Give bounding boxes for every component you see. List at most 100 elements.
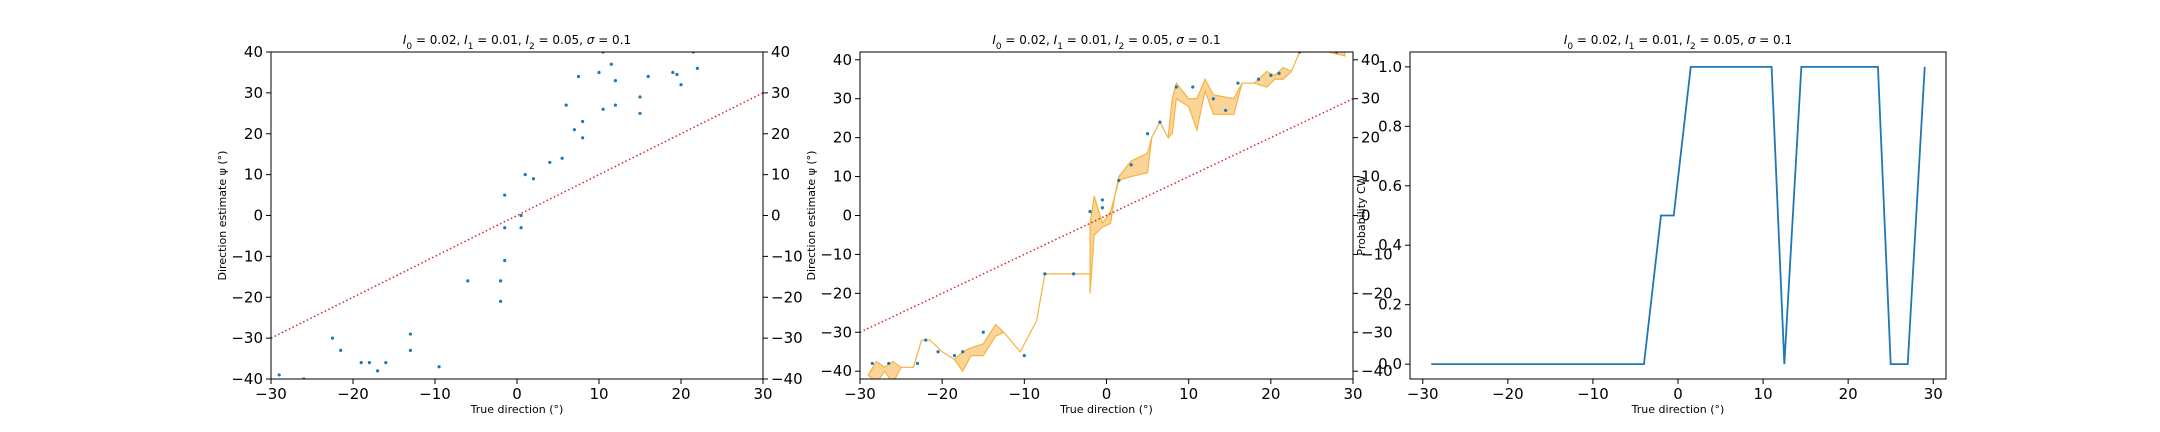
data-point xyxy=(572,128,577,132)
data-point xyxy=(887,361,891,366)
data-point xyxy=(576,74,581,79)
x-tick-label: 30 xyxy=(1924,385,1943,403)
data-point xyxy=(1158,120,1162,124)
uncertainty-band xyxy=(867,52,1346,379)
data-point xyxy=(499,299,503,303)
chart-panel-1: −30 −20 −10 0 10 20 30−40−30−20−10010203040−40… xyxy=(216,33,803,416)
right-y-tick-label: 40 xyxy=(771,43,790,61)
x-tick-label: −10 xyxy=(1577,385,1609,403)
data-point xyxy=(437,365,441,369)
y-tick-label: 30 xyxy=(244,84,263,102)
x-tick-label: 0 xyxy=(512,385,522,403)
right-y-tick-label: −40 xyxy=(771,370,803,388)
right-y-tick-label: 0 xyxy=(1361,207,1371,225)
data-point xyxy=(613,103,618,107)
y-tick-label: 30 xyxy=(833,90,852,108)
y-tick-label: 0.6 xyxy=(1378,177,1402,195)
y-tick-label: 0.0 xyxy=(1378,355,1402,373)
y-tick-label: 10 xyxy=(244,166,263,184)
x-tick-label: −20 xyxy=(337,385,369,403)
right-y-tick-label: 0 xyxy=(771,207,781,225)
y-axis-label: Direction estimate ψ (°) xyxy=(805,151,818,281)
data-point xyxy=(915,361,920,366)
x-tick-label: 10 xyxy=(1179,385,1198,403)
right-y-tick-label: 20 xyxy=(1361,129,1380,147)
data-point xyxy=(1100,206,1104,210)
chart-panel-3: −30 −20 −10 0 10 20 30 0.0 0.2 0.4 0.6 0.8 1.0 True d… xyxy=(1355,33,1947,416)
x-axis-label: True direction (°) xyxy=(1631,403,1725,416)
data-point xyxy=(597,70,601,75)
x-tick-label: −20 xyxy=(926,385,958,403)
data-point xyxy=(277,373,281,377)
data-point xyxy=(675,72,679,77)
data-point xyxy=(1145,132,1150,136)
data-point xyxy=(548,160,552,164)
right-y-tick-label: −20 xyxy=(771,288,803,306)
data-point xyxy=(936,350,940,354)
data-point xyxy=(1129,163,1133,167)
data-point xyxy=(952,354,957,358)
data-point xyxy=(1088,210,1092,214)
data-point xyxy=(384,361,388,365)
x-tick-label: 10 xyxy=(589,385,608,403)
x-tick-label: −30 xyxy=(844,385,876,403)
right-y-tick-label: −10 xyxy=(1361,245,1393,263)
data-point xyxy=(1072,272,1076,276)
chart-panel-2: −30 −20 −10 0 10 20 30 −40 −30 −20 −10 0 10 20 30 40 −40… xyxy=(805,33,1393,416)
y-tick-label: 20 xyxy=(244,125,263,143)
data-point xyxy=(638,111,642,115)
y-tick-label: 1.0 xyxy=(1378,58,1402,76)
data-point xyxy=(1269,73,1273,77)
data-point xyxy=(981,330,985,334)
y-tick-label: 0 xyxy=(253,207,263,225)
right-y-tick-label: 30 xyxy=(771,84,790,102)
y-tick-label: −40 xyxy=(231,370,263,388)
x-tick-label: −30 xyxy=(1407,385,1439,403)
y-axis-label: Direction estimate ψ (°) xyxy=(216,151,229,281)
data-point xyxy=(924,338,928,342)
data-point xyxy=(503,226,507,230)
probability-line xyxy=(1431,65,1926,366)
plot-area xyxy=(1431,65,1926,366)
data-point xyxy=(961,350,965,354)
data-point xyxy=(1174,85,1178,89)
x-tick-label: 10 xyxy=(1754,385,1773,403)
data-point xyxy=(1224,108,1228,112)
data-point xyxy=(531,177,536,181)
x-tick-label: 20 xyxy=(1839,385,1858,403)
data-point xyxy=(1256,77,1261,81)
data-point xyxy=(613,79,618,83)
x-tick-label: −10 xyxy=(1009,385,1041,403)
y-tick-label: 10 xyxy=(833,168,852,186)
x-axis-label: True direction (°) xyxy=(470,403,564,416)
plot-area xyxy=(860,52,1353,379)
data-point xyxy=(581,119,585,124)
data-point xyxy=(1211,97,1215,101)
data-point xyxy=(330,336,335,340)
data-point xyxy=(870,361,874,366)
identity-reference-line xyxy=(271,92,763,339)
x-tick-label: 30 xyxy=(753,385,772,403)
identity-reference-line xyxy=(860,98,1353,333)
data-point xyxy=(519,213,523,218)
x-tick-label: 30 xyxy=(1343,385,1362,403)
data-point xyxy=(339,348,343,352)
data-point xyxy=(638,95,642,99)
y-tick-label: −10 xyxy=(820,245,852,263)
x-tick-label: −20 xyxy=(1492,385,1524,403)
data-point xyxy=(646,74,650,79)
data-point xyxy=(523,173,527,177)
chart-title: I0 = 0.02, I1 = 0.01, I2 = 0.05, σ = 0.1 xyxy=(1564,33,1792,52)
data-point xyxy=(1100,198,1104,202)
data-point xyxy=(503,258,507,263)
axes-frame xyxy=(1409,51,1947,380)
y-tick-label: 20 xyxy=(833,129,852,147)
y-tick-label: 0.8 xyxy=(1378,117,1402,135)
data-point xyxy=(609,62,613,66)
plot-area xyxy=(271,52,763,379)
y-tick-label: −20 xyxy=(820,284,852,302)
x-tick-label: 0 xyxy=(1102,385,1112,403)
data-point xyxy=(695,66,700,70)
right-y-tick-label: −30 xyxy=(1361,323,1393,341)
